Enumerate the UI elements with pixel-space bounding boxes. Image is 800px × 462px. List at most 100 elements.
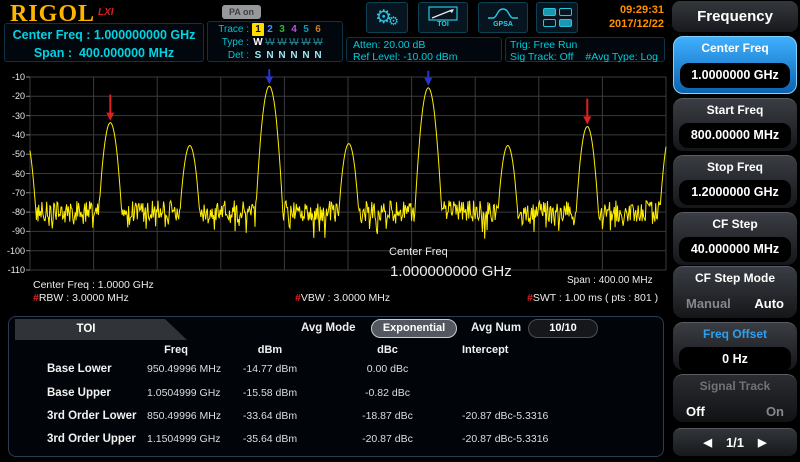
y-axis-label: -10 xyxy=(11,72,25,82)
gear-small-icon: ⚙ xyxy=(388,14,399,28)
gpsa-icon-label: GPSA xyxy=(493,21,513,28)
avg-mode-label: Avg Mode xyxy=(301,322,356,334)
softkey-cf-step-mode[interactable]: CF Step Mode Manual Auto xyxy=(673,266,797,318)
softkey-freq-offset[interactable]: Freq Offset 0 Hz xyxy=(673,322,797,372)
softkey-stop-freq[interactable]: Stop Freq 1.2000000 GHz xyxy=(673,155,797,208)
chart-center-freq-caption: Center Freq xyxy=(389,246,448,258)
rbw-annotation: #RBW : 3.0000 MHz xyxy=(33,292,129,304)
option-manual[interactable]: Manual xyxy=(686,295,731,311)
window-layout-icon[interactable] xyxy=(536,2,578,33)
y-axis-label: -20 xyxy=(11,91,25,102)
avg-type-value: #Avg Type: Log xyxy=(585,51,659,63)
toi-table-header: Freq dBm dBc Intercept xyxy=(47,344,659,362)
softkey-menu: Frequency Center Freq 1.0000000 GHz Star… xyxy=(668,0,800,462)
window-cell xyxy=(558,19,572,27)
toi-chart-icon xyxy=(428,6,458,21)
center-freq-span-box: Center Freq : 1.000000000 GHz Span : 400… xyxy=(4,23,204,62)
trace-cell: 2 xyxy=(267,24,273,35)
trace-cell: N xyxy=(266,50,274,61)
trace-cell: W xyxy=(253,37,263,48)
marker-blue-arrow-head xyxy=(424,77,433,86)
center-freq-status: Center Freq : 1.000000000 GHz xyxy=(12,28,196,42)
page-indicator: 1/1 xyxy=(725,435,745,450)
marker-red-arrow-head xyxy=(583,116,592,125)
trace-cell: W xyxy=(277,37,287,48)
gear-icon: ⚙ xyxy=(375,7,393,28)
option-auto[interactable]: Auto xyxy=(754,295,784,311)
y-axis-label: -30 xyxy=(11,110,25,121)
option-off[interactable]: Off xyxy=(686,403,705,419)
softkey-signal-track[interactable]: Signal Track Off On xyxy=(673,374,797,422)
trace-cell: W xyxy=(313,37,323,48)
col-intercept: Intercept xyxy=(462,344,509,356)
ref-level-value: Ref Level: -10.00 dBm xyxy=(353,51,458,63)
vbw-annotation: #VBW : 3.0000 MHz xyxy=(295,292,391,304)
swt-annotation: #SWT : 1.00 ms ( pts : 801 ) xyxy=(527,292,659,304)
chart-center-freq-value: 1.000000000 GHz xyxy=(390,263,512,280)
start-freq-value: 800.00000 MHz xyxy=(679,123,791,148)
y-axis-label: -80 xyxy=(11,207,25,218)
table-row-base-lower: Base Lower 950.49996 MHz -14.77 dBm 0.00… xyxy=(47,363,409,375)
time-display: 09:29:31 xyxy=(619,4,664,16)
rigol-logo: RIGOL LXI xyxy=(10,1,114,28)
window-cell xyxy=(542,19,556,27)
y-axis-label: -100 xyxy=(6,245,25,256)
trace-cell: 6 xyxy=(315,24,321,35)
page-next-icon[interactable]: ▶ xyxy=(758,437,767,449)
yellow-trace xyxy=(29,85,667,239)
avg-num-label: Avg Num xyxy=(471,322,522,334)
gaussian-curve-icon xyxy=(488,8,518,19)
y-axis-label: -110 xyxy=(7,265,25,275)
tab-toi[interactable]: TOI xyxy=(15,319,187,340)
softkey-center-freq[interactable]: Center Freq 1.0000000 GHz xyxy=(673,36,797,94)
y-axis-label: -50 xyxy=(11,149,25,160)
trace-cell: N xyxy=(302,50,310,61)
lxi-badge: LXI xyxy=(98,7,114,18)
trigger-status-box: Trig: Free Run Sig Track: Off #Avg Type: … xyxy=(505,37,665,63)
span-status: Span : 400.000000 MHz xyxy=(33,46,175,60)
trace-cell: W xyxy=(265,37,275,48)
menu-pager[interactable]: ◀ 1/1 ▶ xyxy=(673,428,797,456)
type-label: Type : xyxy=(221,37,249,48)
pa-on-badge: PA on xyxy=(222,5,261,19)
window-grid-icon xyxy=(542,8,572,27)
trace-cell: 1 xyxy=(252,23,264,36)
trace-label: Trace : xyxy=(218,24,249,35)
gpsa-mode-icon[interactable]: GPSA xyxy=(478,2,528,33)
marker-red-arrow-head xyxy=(106,112,115,121)
page-prev-icon[interactable]: ◀ xyxy=(703,437,712,449)
sig-track-value: Sig Track: Off xyxy=(510,51,574,63)
trace-cell: 4 xyxy=(291,24,297,35)
trig-value: Trig: Free Run xyxy=(510,39,578,51)
avg-mode-button[interactable]: Exponential xyxy=(371,319,457,338)
trace-cell: S xyxy=(254,50,262,61)
clock: 09:29:31 2017/12/22 xyxy=(578,3,664,31)
y-axis-label: -70 xyxy=(11,187,25,198)
avg-num-button[interactable]: 10/10 xyxy=(528,319,598,338)
window-cell xyxy=(542,8,556,16)
toi-results-panel: TOI Avg Mode Exponential Avg Num 10/10 F… xyxy=(8,316,664,457)
trace-cell: N xyxy=(278,50,286,61)
spectrum-chart: -10 -20 -30 -40 -50 -60 -70 -80 -90 -100 -110 Cent… xyxy=(0,62,668,312)
softkey-cf-step[interactable]: CF Step 40.000000 MHz xyxy=(673,212,797,265)
toi-function-icon[interactable]: TOI xyxy=(418,2,468,33)
date-display: 2017/12/22 xyxy=(608,18,664,30)
trace-cell: 3 xyxy=(279,24,285,35)
col-dbm: dBm xyxy=(257,344,283,356)
spectrum-trace-plot xyxy=(26,69,667,271)
table-row-base-upper: Base Upper 1.0504999 GHz -15.58 dBm -0.8… xyxy=(47,387,410,399)
atten-status-box: Atten: 20.00 dB Ref Level: -10.00 dBm xyxy=(346,37,502,63)
table-row-3rd-order-upper: 3rd Order Upper 1.1504999 GHz -35.64 dBm… xyxy=(47,433,549,445)
trace-cell: W xyxy=(301,37,311,48)
swt-hash-icon: # xyxy=(527,292,533,304)
settings-icon[interactable]: ⚙ ⚙ xyxy=(366,2,408,33)
y-axis: -10 -20 -30 -40 -50 -60 -70 -80 -90 -100 -110 xyxy=(0,62,28,312)
option-on[interactable]: On xyxy=(765,403,784,419)
softkey-start-freq[interactable]: Start Freq 800.00000 MHz xyxy=(673,98,797,151)
atten-value: Atten: 20.00 dB xyxy=(353,39,426,51)
freq-offset-value: 0 Hz xyxy=(679,347,791,372)
